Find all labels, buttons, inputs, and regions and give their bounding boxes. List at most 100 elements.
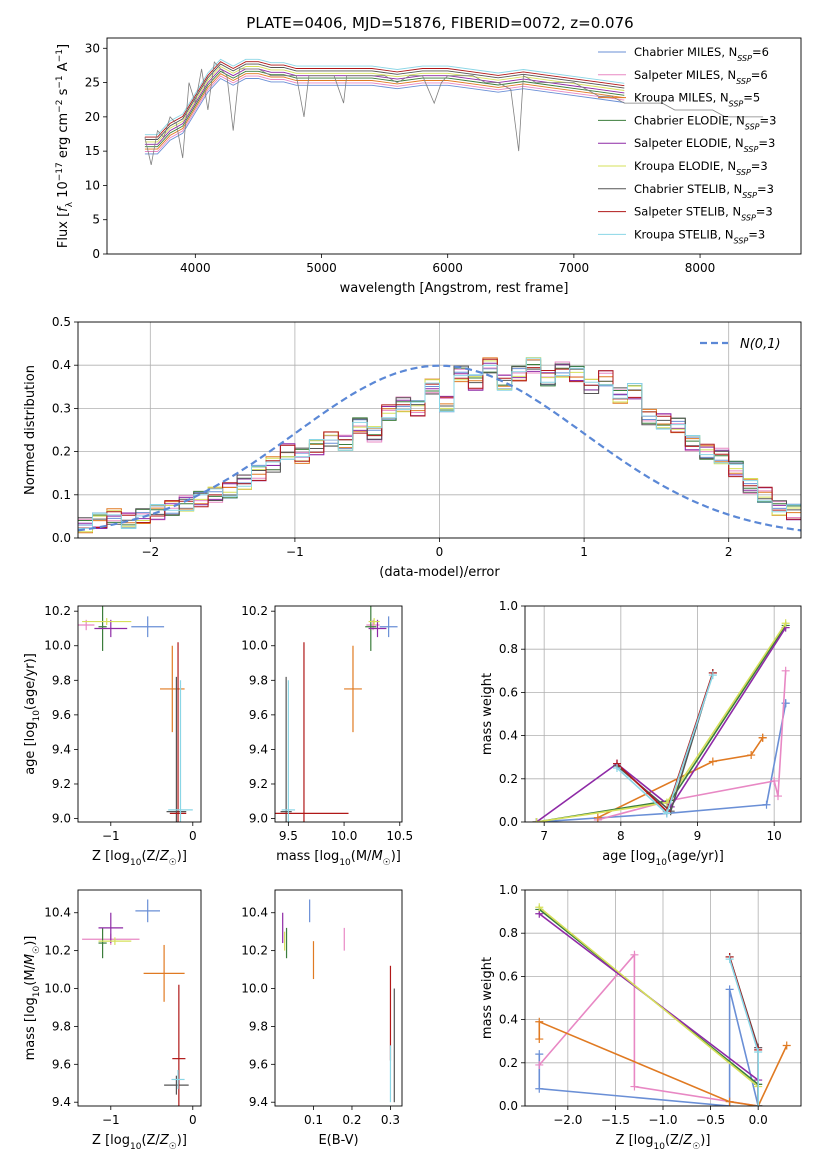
axis-label-part: mass [ (23, 1017, 38, 1060)
x-tick-label: 8000 (685, 261, 716, 275)
axis-label-part: (M/ (23, 964, 38, 985)
axis-label-part: 10 (339, 858, 351, 868)
x-tick-label: 10 (767, 829, 782, 843)
axis-label-part: Z [ (92, 1133, 110, 1148)
axis-label-part: E(B-V) (318, 1133, 358, 1148)
panel-weight-vs-Z: −2.0 −1.5 −1.0 −0.5 0.0 0.0 0.2 0.4 0.6 0.8 1.0 Z [… (480, 883, 802, 1152)
gaussian-curve (78, 364, 801, 532)
axis-label-part: s (56, 88, 71, 95)
weight-marker (725, 955, 734, 964)
y-tick-label: 1.0 (499, 883, 518, 897)
weight-line (536, 624, 787, 822)
axis-label-part: age [ (23, 741, 38, 774)
legend-text: Salpeter ELODIE, N (634, 136, 744, 150)
x-tick-label: 2 (725, 545, 733, 559)
y-tick-label: 9.8 (52, 673, 71, 687)
axis-label-part: ☉ (32, 946, 42, 954)
plot-area (82, 899, 189, 1106)
weight-marker (535, 1017, 544, 1026)
weight-marker (758, 733, 767, 742)
y-tick-label: 25 (85, 76, 100, 90)
y-tick-label: 9.4 (52, 742, 71, 756)
x-tick-label: 9 (694, 829, 702, 843)
axis-label-part: )] (700, 1133, 710, 1148)
axis-label-part: mass [ (276, 849, 319, 864)
x-tick-label: 7000 (559, 261, 590, 275)
x-tick-label: −1 (286, 545, 304, 559)
x-tick-label: 0 (189, 829, 197, 843)
y-tick-label: 0 (92, 247, 100, 261)
y-tick-label: 10.2 (44, 604, 71, 618)
plot-area (525, 890, 801, 1106)
y-tick-label: 0.6 (499, 969, 518, 983)
axis-label-part: ☉ (169, 858, 177, 868)
axis-label-part: M (23, 954, 38, 965)
weight-line (538, 952, 760, 1106)
y-axis-label: Flux [fλ 10−17 erg cm−2 s−1 A−1] (55, 44, 75, 248)
weight-marker (630, 1082, 639, 1091)
axis-label-part: (age/yr)] (23, 653, 38, 710)
y-tick-label: 9.6 (52, 708, 71, 722)
y-tick-label: 10.0 (241, 639, 268, 653)
series-line (144, 63, 625, 140)
x-tick-label: −1.5 (601, 1113, 630, 1127)
legend-entry: Kroupa STELIB, NSSP=3 (634, 227, 765, 245)
weight-line (538, 906, 760, 1106)
axis-label-part: ☉ (692, 1142, 700, 1152)
series-line (144, 75, 625, 152)
y-tick-label: 0.2 (499, 1056, 518, 1070)
y-tick-label: 0.4 (499, 729, 518, 743)
y-tick-label: 0.3 (52, 401, 71, 415)
weight-line (616, 672, 714, 813)
weight-marker (781, 666, 790, 675)
axis-label-part: Z [ (616, 1133, 634, 1148)
axis-label-part: Z (159, 849, 170, 864)
x-axis-label: Z [log10(Z/Z☉)] (92, 1133, 187, 1152)
y-tick-label: 1.0 (499, 599, 518, 613)
legend-sub: SSP (736, 76, 751, 85)
weight-marker (708, 671, 717, 680)
panel-mass-vs-EBV: 0.1 0.2 0.3 9.4 9.6 9.8 10.0 10.2 10.4 E(B-V) (241, 889, 403, 1148)
axis-label-part: 10 (655, 858, 667, 868)
legend-sub: SSP (729, 99, 744, 108)
y-tick-label: 9.4 (52, 1095, 71, 1109)
panel-spectrum: 4000 5000 6000 7000 8000 0 5 10 15 20 25 30 waveleng… (55, 37, 802, 296)
y-tick-label: 10.4 (241, 906, 268, 920)
histogram-step (78, 357, 801, 529)
legend-entry: Kroupa MILES, NSSP=5 (634, 91, 760, 109)
legend-entry: Chabrier ELODIE, NSSP=3 (634, 113, 776, 130)
panel-age-vs-Z: −1 09.09.29.49.69.810.010.2Z [log10(Z/Z☉)… (23, 604, 202, 868)
x-axis-label: age [log10(age/yr)] (602, 849, 724, 868)
y-tick-label: 9.4 (249, 1095, 268, 1109)
y-tick-label: 9.2 (52, 777, 71, 791)
legend-entry: N(0,1) (740, 337, 781, 352)
y-tick-label: 0.4 (52, 358, 71, 372)
weight-marker (708, 757, 717, 766)
axis-label-part: (Z/ (665, 1133, 684, 1148)
axis-label-part: age [ (602, 849, 635, 864)
y-tick-label: 10.0 (44, 639, 71, 653)
y-tick-label: 9.6 (249, 708, 268, 722)
x-tick-label: 10.0 (331, 829, 358, 843)
x-tick-label: 6000 (432, 261, 463, 275)
axis-label-part: Z (682, 1133, 693, 1148)
x-axis-label: Z [log10(Z/Z☉)] (92, 849, 187, 868)
axis-label-part: f (56, 205, 71, 212)
legend-sub: SSP (736, 168, 751, 177)
panel-age-vs-mass: 9.5 10.0 10.5 9.0 9.2 9.4 9.6 9.8 10.0 10.2 mass [… (241, 604, 413, 868)
weight-marker (593, 813, 602, 822)
y-axis-label: mass weight (480, 673, 495, 755)
weight-marker (725, 1097, 734, 1106)
x-tick-label: 9.5 (279, 829, 298, 843)
y-axis-label: age [log10(age/yr)] (23, 653, 42, 775)
axis-label-part: Normed distribution (23, 365, 38, 495)
axis-label-part: 10 (654, 1142, 666, 1152)
legend-entry: Salpeter ELODIE, NSSP=3 (634, 136, 775, 154)
axis-label-part: −2 (55, 100, 65, 113)
axis-label-part: 10 (56, 181, 71, 198)
y-tick-label: 10 (85, 178, 100, 192)
plot-area (78, 322, 801, 538)
series-line (144, 77, 625, 155)
axis-label-part: −1 (55, 75, 65, 88)
axis-label-part: log (319, 849, 339, 864)
